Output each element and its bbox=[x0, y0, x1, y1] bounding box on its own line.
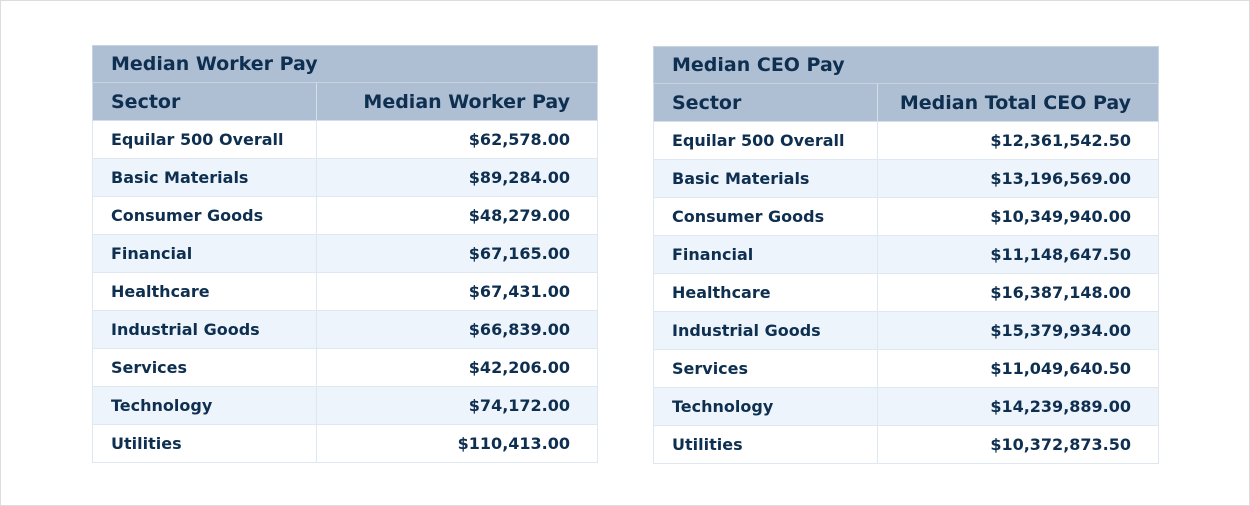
table-row: Consumer Goods $48,279.00 bbox=[92, 196, 599, 235]
pay-value-cell: $13,196,569.00 bbox=[876, 159, 1160, 198]
table-row: Healthcare $67,431.00 bbox=[92, 272, 599, 311]
table-row: Utilities $110,413.00 bbox=[92, 424, 599, 463]
table-body: Equilar 500 Overall $12,361,542.50 Basic M… bbox=[653, 121, 1160, 464]
table-row: Services $42,206.00 bbox=[92, 348, 599, 387]
sector-cell: Industrial Goods bbox=[653, 311, 878, 350]
pay-value-cell: $11,049,640.50 bbox=[876, 349, 1160, 388]
pay-value-cell: $74,172.00 bbox=[315, 386, 599, 425]
sector-cell: Utilities bbox=[653, 425, 878, 464]
sector-cell: Technology bbox=[653, 387, 878, 426]
table-row: Equilar 500 Overall $62,578.00 bbox=[92, 120, 599, 159]
column-header-median-worker-pay: Median Worker Pay bbox=[315, 82, 599, 121]
median-worker-pay-table: Median Worker Pay Sector Median Worker P… bbox=[91, 45, 599, 463]
sector-cell: Services bbox=[92, 348, 317, 387]
table-title: Median Worker Pay bbox=[91, 45, 599, 83]
pay-value-cell: $62,578.00 bbox=[315, 120, 599, 159]
sector-cell: Basic Materials bbox=[653, 159, 878, 198]
pay-value-cell: $15,379,934.00 bbox=[876, 311, 1160, 350]
pay-value-cell: $11,148,647.50 bbox=[876, 235, 1160, 274]
pay-value-cell: $16,387,148.00 bbox=[876, 273, 1160, 312]
table-row: Financial $11,148,647.50 bbox=[653, 235, 1160, 274]
table-row: Financial $67,165.00 bbox=[92, 234, 599, 273]
table-body: Equilar 500 Overall $62,578.00 Basic Mater… bbox=[92, 120, 599, 463]
sector-cell: Healthcare bbox=[653, 273, 878, 312]
sector-cell: Technology bbox=[92, 386, 317, 425]
sector-cell: Financial bbox=[92, 234, 317, 273]
pay-value-cell: $66,839.00 bbox=[315, 310, 599, 349]
pay-value-cell: $110,413.00 bbox=[315, 424, 599, 463]
column-header-sector: Sector bbox=[653, 83, 878, 122]
pay-value-cell: $42,206.00 bbox=[315, 348, 599, 387]
table-row: Services $11,049,640.50 bbox=[653, 349, 1160, 388]
table-row: Utilities $10,372,873.50 bbox=[653, 425, 1160, 464]
pay-value-cell: $14,239,889.00 bbox=[876, 387, 1160, 426]
table-row: Consumer Goods $10,349,940.00 bbox=[653, 197, 1160, 236]
sector-cell: Consumer Goods bbox=[92, 196, 317, 235]
table-row: Equilar 500 Overall $12,361,542.50 bbox=[653, 121, 1160, 160]
column-header-median-total-ceo-pay: Median Total CEO Pay bbox=[876, 83, 1160, 122]
column-header-sector: Sector bbox=[92, 82, 317, 121]
sector-cell: Services bbox=[653, 349, 878, 388]
table-row: Industrial Goods $66,839.00 bbox=[92, 310, 599, 349]
sector-cell: Basic Materials bbox=[92, 158, 317, 197]
sector-cell: Equilar 500 Overall bbox=[92, 120, 317, 159]
table-row: Basic Materials $13,196,569.00 bbox=[653, 159, 1160, 198]
sector-cell: Healthcare bbox=[92, 272, 317, 311]
table-row: Healthcare $16,387,148.00 bbox=[653, 273, 1160, 312]
pay-value-cell: $48,279.00 bbox=[315, 196, 599, 235]
pay-value-cell: $10,372,873.50 bbox=[876, 425, 1160, 464]
pay-value-cell: $10,349,940.00 bbox=[876, 197, 1160, 236]
pay-value-cell: $67,165.00 bbox=[315, 234, 599, 273]
pay-value-cell: $89,284.00 bbox=[315, 158, 599, 197]
pay-value-cell: $67,431.00 bbox=[315, 272, 599, 311]
table-row: Basic Materials $89,284.00 bbox=[92, 158, 599, 197]
table-row: Industrial Goods $15,379,934.00 bbox=[653, 311, 1160, 350]
sector-cell: Industrial Goods bbox=[92, 310, 317, 349]
sector-cell: Consumer Goods bbox=[653, 197, 878, 236]
table-row: Technology $74,172.00 bbox=[92, 386, 599, 425]
table-row: Technology $14,239,889.00 bbox=[653, 387, 1160, 426]
sector-cell: Financial bbox=[653, 235, 878, 274]
median-ceo-pay-table: Median CEO Pay Sector Median Total CEO P… bbox=[652, 46, 1160, 464]
sector-cell: Utilities bbox=[92, 424, 317, 463]
pay-value-cell: $12,361,542.50 bbox=[876, 121, 1160, 160]
table-title: Median CEO Pay bbox=[652, 46, 1160, 84]
sector-cell: Equilar 500 Overall bbox=[653, 121, 878, 160]
